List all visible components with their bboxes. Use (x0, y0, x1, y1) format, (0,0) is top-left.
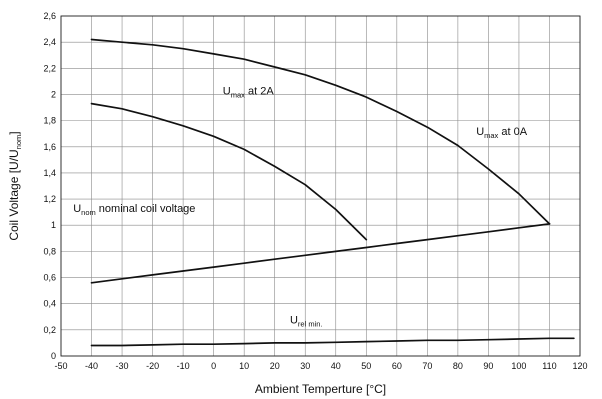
label-umax-2a: Umax at 2A (223, 85, 275, 99)
y-tick-label: 0,6 (43, 273, 56, 283)
series-line-unom (90, 223, 551, 284)
y-tick-labels: 0 0,2 0,4 0,6 0,8 1 1,2 1,4 1,6 1,8 2 2,2 2,4 2,6 (43, 11, 56, 361)
x-tick-label: 100 (511, 361, 526, 371)
y-axis-title: Coil Voltage [U/Unom] (7, 131, 23, 240)
y-axis-title-sub: nom (14, 135, 23, 150)
x-tick-label: 30 (300, 361, 310, 371)
x-tick-label: -40 (85, 361, 98, 371)
x-tick-label: -50 (54, 361, 67, 371)
label-urel-min-subscript: rel min. (298, 319, 323, 328)
series-line-urel-min (90, 337, 575, 347)
x-tick-label: 90 (483, 361, 493, 371)
y-tick-label: 1,6 (43, 142, 56, 152)
label-unom: Unom nominal coil voltage (73, 203, 195, 217)
y-tick-label: 0,4 (43, 299, 56, 309)
label-umax-2a-subscript: max (231, 90, 245, 99)
series-lines (90, 38, 575, 347)
x-tick-label: 20 (270, 361, 280, 371)
x-tick-label: 50 (361, 361, 371, 371)
x-tick-label: -30 (116, 361, 129, 371)
x-tick-label: 0 (211, 361, 216, 371)
series-line-umax-0a (90, 38, 551, 225)
y-tick-label: 1,2 (43, 194, 56, 204)
label-urel-min: Urel min. (290, 314, 323, 328)
x-tick-label: 60 (392, 361, 402, 371)
x-tick-label: -10 (177, 361, 190, 371)
label-unom-text: nominal coil voltage (96, 203, 196, 215)
label-umax-2a-text: U (223, 85, 231, 97)
y-tick-label: 2,2 (43, 63, 56, 73)
x-tick-labels: -50 -40 -30 -20 -10 0 10 20 30 40 50 60 70 80 90 100 110… (54, 361, 587, 371)
y-tick-label: 1,8 (43, 116, 56, 126)
x-tick-label: 120 (572, 361, 587, 371)
y-axis-title-main: Coil Voltage [U/U (7, 149, 21, 240)
y-tick-label: 2,4 (43, 37, 56, 47)
label-umax-0a-text: U (476, 126, 484, 138)
y-tick-label: 0,8 (43, 246, 56, 256)
y-tick-label: 0 (51, 351, 56, 361)
y-tick-label: 1,4 (43, 168, 56, 178)
grid (60, 15, 581, 357)
series-line-umax-2a (90, 102, 368, 241)
x-tick-label: 70 (422, 361, 432, 371)
label-umax-0a-subscript: max (484, 131, 498, 140)
y-tick-label: 0,2 (43, 325, 56, 335)
x-tick-label: 80 (453, 361, 463, 371)
label-unom-text: U (73, 203, 81, 215)
label-umax-0a-text: at 0A (498, 126, 527, 138)
y-axis-title-close: ] (7, 131, 21, 134)
label-umax-0a: Umax at 0A (476, 126, 528, 140)
x-tick-label: -20 (146, 361, 159, 371)
x-axis-title: Ambient Temperture [°C] (255, 382, 386, 396)
y-tick-label: 2 (51, 89, 56, 99)
plot-frame (60, 15, 581, 357)
y-tick-label: 1 (51, 220, 56, 230)
label-umax-2a-text: at 2A (245, 85, 274, 97)
label-urel-min-text: U (290, 314, 298, 326)
x-tick-label: 10 (239, 361, 249, 371)
x-tick-label: 110 (542, 361, 556, 371)
x-tick-label: 40 (331, 361, 341, 371)
label-unom-subscript: nom (81, 208, 96, 217)
y-tick-label: 2,6 (43, 11, 56, 21)
